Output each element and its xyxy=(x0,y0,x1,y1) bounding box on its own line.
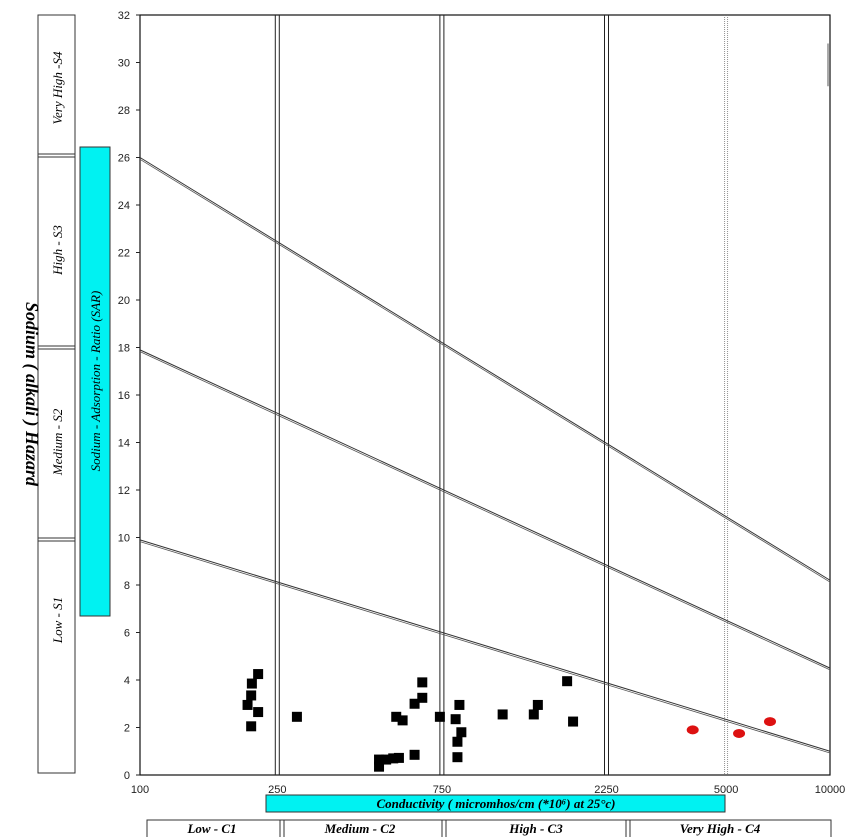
x-tick-label-2: 750 xyxy=(433,784,451,796)
sodium-class-column: Very High -S4 High - S3 Medium - S2 Low … xyxy=(37,14,76,774)
point-s0-21 xyxy=(452,752,463,763)
conductivity-label-box xyxy=(265,794,726,813)
point-s1-2 xyxy=(763,717,776,727)
y-tick-label-5: 10 xyxy=(118,533,130,545)
salinity-class-row: Low - C1 Medium - C2 High - C3 Very High… xyxy=(146,819,832,837)
y-tick-label-11: 22 xyxy=(118,248,130,260)
point-s0-15 xyxy=(409,749,420,760)
point-s1-1 xyxy=(733,728,746,738)
salinity-class-c1: Low - C1 xyxy=(186,821,236,836)
point-s0-5 xyxy=(253,707,264,718)
class-line-2-b xyxy=(139,541,831,754)
x-tick-label-4: 5000 xyxy=(714,784,738,796)
point-s0-28 xyxy=(568,716,579,727)
salinity-class-c2: Medium - C2 xyxy=(324,821,396,836)
y-tick-label-14: 28 xyxy=(118,105,130,117)
point-s0-9 xyxy=(381,754,392,765)
point-s0-11 xyxy=(391,711,402,722)
x-tick-label-1: 250 xyxy=(268,784,286,796)
plot-frame xyxy=(139,14,831,776)
y-tick-label-4: 8 xyxy=(124,580,130,592)
y-tick-label-6: 12 xyxy=(118,485,130,497)
y-tick-label-7: 14 xyxy=(118,438,130,450)
point-s0-23 xyxy=(456,727,467,738)
point-s0-16 xyxy=(417,677,428,688)
point-s0-10 xyxy=(388,753,399,764)
sodium-class-s3: High - S3 xyxy=(50,225,65,276)
point-s0-22 xyxy=(454,699,465,710)
class-line-0-a xyxy=(139,157,831,581)
sodium-class-s1: Low - S1 xyxy=(50,597,65,644)
point-s1-0 xyxy=(686,725,699,735)
y-tick-label-2: 4 xyxy=(124,675,130,687)
y-tick-label-3: 6 xyxy=(124,628,130,640)
point-s0-2 xyxy=(246,678,257,689)
point-s0-27 xyxy=(562,676,573,687)
hazard-title: Sodium ( alkali ) Hazard xyxy=(21,302,42,487)
point-s0-18 xyxy=(434,711,445,722)
class-line-1-a xyxy=(139,349,831,669)
point-s0-3 xyxy=(246,721,257,732)
y-tick-label-16: 32 xyxy=(118,10,130,22)
point-s0-8 xyxy=(374,761,385,772)
data-points xyxy=(242,669,776,772)
x-tick-label-0: 100 xyxy=(131,784,149,796)
point-s0-26 xyxy=(532,699,543,710)
y-tick-label-8: 16 xyxy=(118,390,130,402)
point-s0-7 xyxy=(374,754,385,765)
sodium-class-lines xyxy=(139,157,831,754)
point-s0-13 xyxy=(397,715,408,726)
point-s0-14 xyxy=(409,698,420,709)
sodium-class-s2: Medium - S2 xyxy=(50,408,65,476)
y-axis-label: Sodium - Adsorption - Ratio (SAR) xyxy=(88,291,103,472)
point-s0-25 xyxy=(528,709,539,720)
y-tick-label-9: 18 xyxy=(118,343,130,355)
point-s0-19 xyxy=(450,714,461,725)
point-s0-1 xyxy=(246,690,257,701)
y-tick-label-10: 20 xyxy=(118,295,130,307)
point-s0-12 xyxy=(393,752,404,763)
y-tick-label-12: 24 xyxy=(118,200,130,212)
x-axis-label: Conductivity ( micromhos/cm (*10⁶) at 25… xyxy=(376,796,615,811)
salinity-class-c4: Very High - C4 xyxy=(680,821,761,836)
point-s0-4 xyxy=(253,669,264,680)
y-tick-label-1: 2 xyxy=(124,723,130,735)
point-s0-24 xyxy=(497,709,508,720)
point-s0-0 xyxy=(242,699,253,710)
class-line-1-b xyxy=(139,351,831,671)
sodium-class-s4: Very High -S4 xyxy=(50,51,65,124)
y-tick-label-15: 30 xyxy=(118,58,130,70)
class-line-2-a xyxy=(139,539,831,752)
y-tick-label-13: 26 xyxy=(118,153,130,165)
x-tick-label-5: 10000 xyxy=(815,784,846,796)
point-s0-20 xyxy=(452,736,463,747)
point-s0-17 xyxy=(417,692,428,703)
y-tick-label-0: 0 xyxy=(124,770,130,782)
salinity-class-c3: High - C3 xyxy=(508,821,563,836)
grid xyxy=(136,14,831,776)
sar-label-box xyxy=(79,146,111,617)
point-s0-6 xyxy=(291,711,302,722)
class-line-0-b xyxy=(139,158,831,583)
x-tick-label-3: 2250 xyxy=(594,784,618,796)
